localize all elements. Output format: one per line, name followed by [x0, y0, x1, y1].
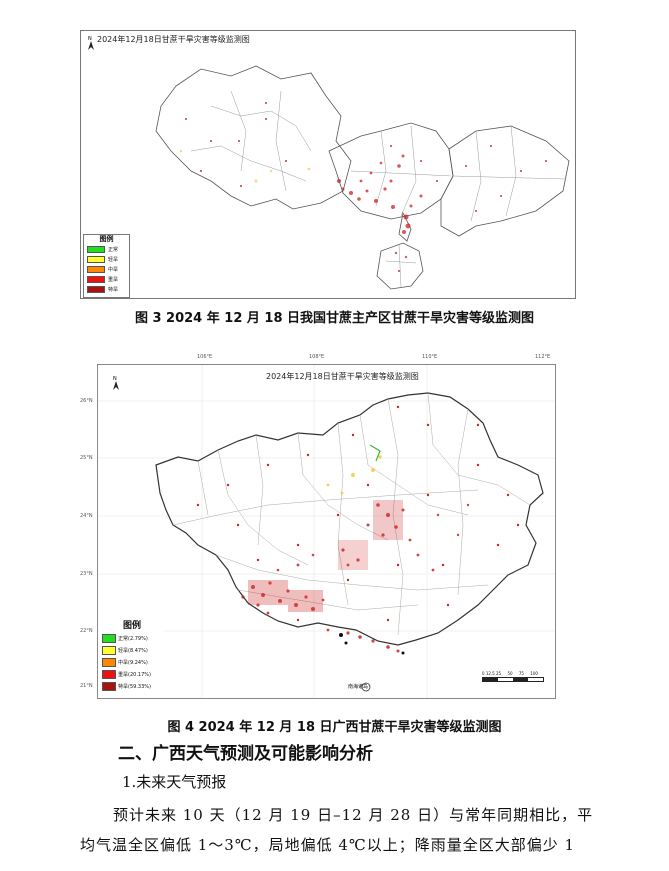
legend-label: 特旱(59.33%): [118, 683, 151, 690]
legend-label: 轻旱: [108, 256, 119, 263]
lat-tick: 24°N: [80, 513, 93, 519]
legend-title: 图例: [122, 621, 141, 631]
figure-4-map: 2024年12月18日甘蔗干旱灾害等级监测图 N 26°N 25°N 24°N …: [80, 364, 556, 699]
paragraph-line: 预计未来 10 天（12 月 19 日–12 月 28 日）与常年同期相比，平: [113, 806, 594, 824]
figure-4-region-boundaries: [98, 365, 555, 698]
figure-3-region-boundaries: [155, 65, 570, 290]
figure-4-caption: 图 4 2024 年 12 月 18 日广西甘蔗干旱灾害等级监测图: [167, 720, 502, 735]
lat-tick: 26°N: [80, 398, 93, 404]
figure-4-legend: 图例 正常(2.79%) 轻旱(8.47%) 中旱(9.24%) 重旱(20.1…: [100, 620, 164, 695]
lon-tick: 108°E: [309, 354, 325, 360]
legend-item: 轻旱(8.47%): [100, 644, 164, 656]
legend-item: 重旱(20.17%): [100, 668, 164, 680]
figure-4-map-title: 2024年12月18日甘蔗干旱灾害等级监测图: [266, 372, 419, 381]
section-heading: 二、广西天气预测及可能影响分析: [118, 744, 373, 764]
legend-item: 中旱: [84, 264, 129, 274]
legend-label: 特旱: [108, 286, 119, 293]
lat-tick: 22°N: [80, 628, 93, 634]
legend-label: 轻旱(8.47%): [118, 647, 148, 654]
lat-tick: 25°N: [80, 455, 93, 461]
svg-text:N: N: [88, 36, 92, 42]
legend-swatch-light: [87, 255, 105, 263]
legend-swatch-normal: [87, 245, 105, 253]
legend-title: 图例: [99, 235, 114, 243]
lon-tick: 106°E: [197, 354, 213, 360]
north-arrow-icon: N: [88, 36, 94, 50]
svg-text:N: N: [113, 376, 117, 382]
legend-label: 正常: [108, 246, 119, 253]
north-arrow-icon: N: [113, 376, 119, 390]
legend-label: 重旱: [108, 276, 119, 283]
legend-label: 中旱: [108, 266, 119, 273]
paragraph-line: 均气温全区偏低 1～3℃，局地偏低 4℃以上；降雨量全区大部偏少 1: [80, 836, 576, 854]
legend-swatch-extreme: [87, 285, 105, 293]
scale-bar: [482, 677, 544, 682]
lat-tick: 23°N: [80, 571, 93, 577]
figure-3-caption: 图 3 2024 年 12 月 18 日我国甘蔗主产区甘蔗干旱灾害等级监测图: [134, 311, 535, 326]
legend-swatch-extreme: [102, 681, 116, 691]
scale-text: 0 12.5 25 50 75 100: [482, 671, 538, 676]
legend-swatch-severe: [102, 669, 116, 679]
figure-3-map-title: 2024年12月18日甘蔗干旱灾害等级监测图: [97, 35, 250, 44]
figure-3-map: 2024年12月18日甘蔗干旱灾害等级监测图 N: [80, 30, 576, 299]
legend-item: 中旱(9.24%): [100, 656, 164, 668]
lon-tick: 112°E: [535, 354, 551, 360]
figure-3-legend: 图例 正常 轻旱 中旱 重旱 特旱: [83, 234, 130, 298]
legend-swatch-moderate: [102, 657, 116, 667]
legend-item: 轻旱: [84, 254, 129, 264]
legend-label: 中旱(9.24%): [118, 659, 148, 666]
legend-item: 特旱: [84, 284, 129, 294]
lat-tick: 21°N: [80, 683, 93, 689]
legend-item: 正常: [84, 244, 129, 254]
legend-swatch-severe: [87, 275, 105, 283]
legend-label: 重旱(20.17%): [118, 671, 151, 678]
legend-swatch-moderate: [87, 265, 105, 273]
legend-item: 重旱: [84, 274, 129, 284]
legend-item: 特旱(59.33%): [100, 680, 164, 692]
legend-swatch-light: [102, 645, 116, 655]
lon-tick: 110°E: [422, 354, 438, 360]
legend-label: 正常(2.79%): [118, 635, 148, 642]
legend-swatch-normal: [102, 633, 116, 643]
legend-item: 正常(2.79%): [100, 632, 164, 644]
subsection-heading: 1.未来天气预报: [122, 773, 227, 791]
inset-label: 南海诸岛: [348, 684, 369, 690]
